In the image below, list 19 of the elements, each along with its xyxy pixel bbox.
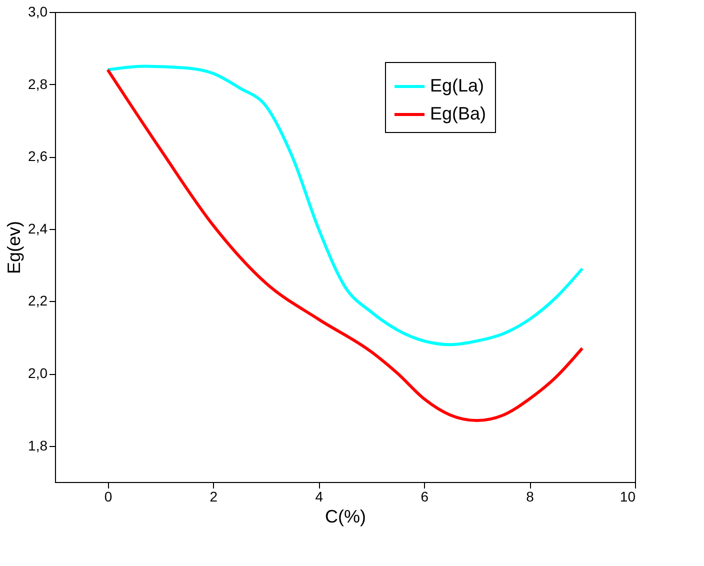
- x-tick-label: 10: [620, 488, 636, 504]
- y-tick-label: 2,4: [28, 220, 48, 236]
- x-tick-label: 4: [315, 488, 324, 504]
- legend-label: Eg(Ba): [430, 104, 486, 124]
- y-tick-label: 2,8: [28, 76, 48, 92]
- y-tick-label: 1,8: [28, 437, 48, 454]
- line-series: [106, 68, 584, 422]
- x-tick-label: 2: [210, 488, 218, 504]
- x-tick-label: 8: [526, 488, 534, 504]
- line-series: [106, 64, 584, 346]
- x-tick-label: 0: [104, 488, 112, 504]
- y-tick-label: 2,2: [28, 292, 48, 309]
- x-axis-title: C(%): [325, 506, 366, 526]
- x-tick-label: 6: [420, 488, 429, 504]
- y-tick-label: 2,6: [28, 148, 48, 164]
- y-axis-title: Eg(ev): [4, 220, 24, 274]
- y-tick-label: 2,0: [28, 365, 48, 382]
- legend-label: Eg(La): [430, 76, 484, 96]
- y-tick-label: 3,0: [28, 4, 48, 20]
